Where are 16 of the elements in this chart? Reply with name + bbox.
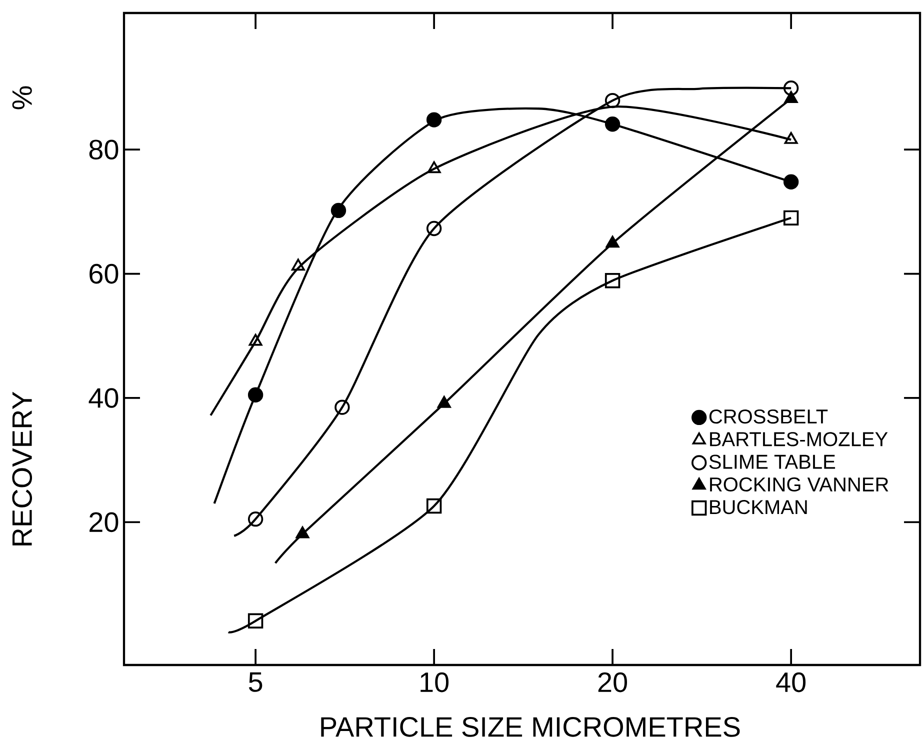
y-tick-label: 20 <box>90 512 118 532</box>
legend-label: BUCKMAN <box>710 500 807 514</box>
text: % <box>12 86 32 110</box>
y-tick-label: 80 <box>89 140 118 160</box>
legend-label: ROCKING VANNER <box>710 477 888 492</box>
x-axis-title: PARTICLE SIZE MICROMETRES <box>321 717 740 737</box>
legend-label: BARTLES-MOZLEY <box>710 432 888 446</box>
legend-label: CROSSBELT <box>709 409 828 424</box>
x-tick-label: 40 <box>776 672 806 692</box>
y-tick-label: 40 <box>88 388 118 408</box>
y-tick-label: 60 <box>90 264 118 284</box>
y-axis-title: RECOVERY <box>12 392 32 546</box>
x-tick-label: 10 <box>420 672 449 692</box>
x-tick-label: 5 <box>248 672 262 692</box>
x-tick-label: 20 <box>598 672 628 692</box>
legend-label: SLIME TABLE <box>709 454 836 469</box>
